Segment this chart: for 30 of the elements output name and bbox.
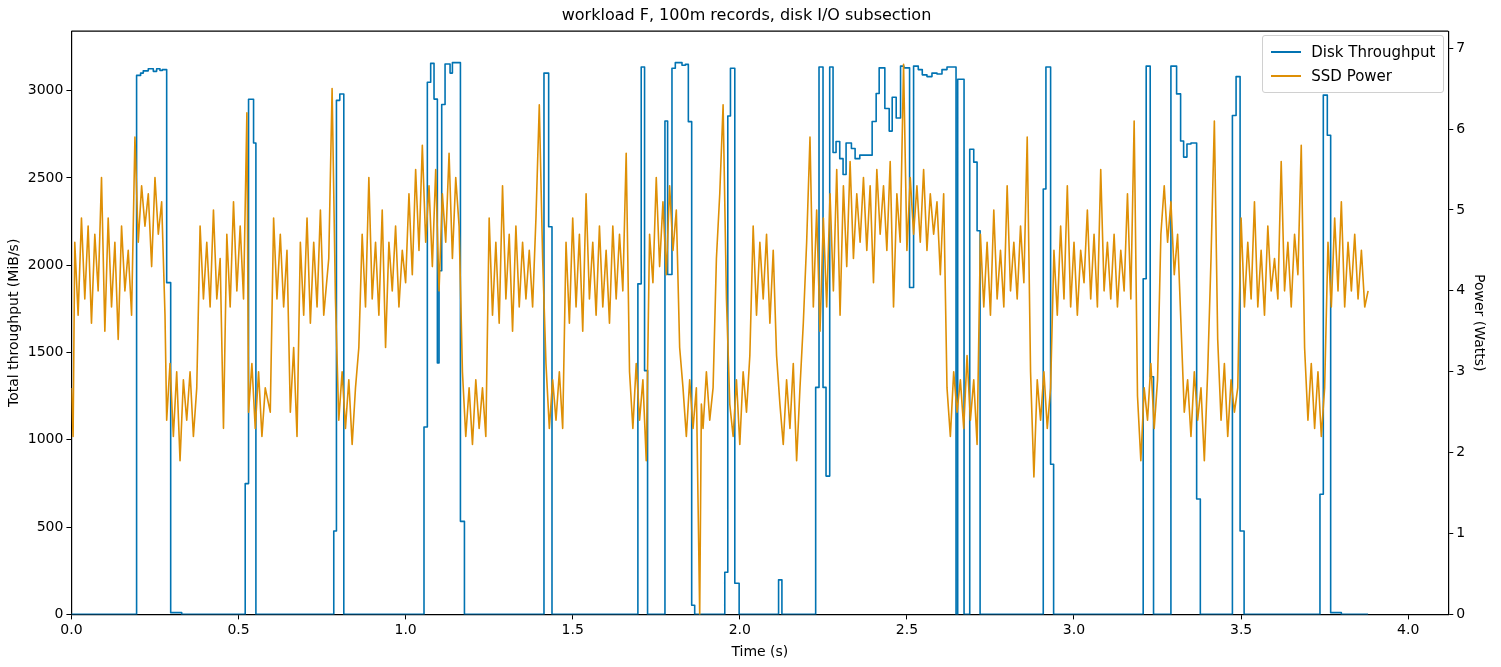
y2-axis-title: Power (Watts): [1471, 274, 1488, 372]
y-tick-label: 500: [36, 517, 64, 534]
x-axis-title: Time (s): [730, 643, 789, 660]
y-tick-label: 1000: [27, 430, 64, 447]
y-tick-label: 3000: [27, 81, 64, 98]
y2-tick-label: 7: [1456, 38, 1466, 55]
x-tick-label: 1.5: [561, 621, 584, 638]
y2-tick-label: 2: [1456, 443, 1466, 460]
y-tick-label: 2500: [27, 168, 64, 185]
legend-label: SSD Power: [1311, 67, 1392, 86]
x-tick-label: 3.5: [1229, 621, 1253, 638]
y2-tick-label: 4: [1456, 281, 1466, 298]
x-tick-label: 0.5: [227, 621, 250, 638]
legend-label: Disk Throughput: [1311, 43, 1436, 62]
y2-tick-label: 6: [1456, 119, 1466, 136]
x-tick-label: 4.0: [1397, 621, 1420, 638]
x-tick-label: 1.0: [394, 621, 417, 638]
x-tick-label: 0.0: [60, 621, 83, 638]
y2-tick-label: 3: [1456, 362, 1466, 379]
x-tick-label: 3.0: [1062, 621, 1086, 638]
x-tick-label: 2.5: [895, 621, 919, 638]
y2-tick-label: 0: [1456, 605, 1466, 622]
y-tick-label: 0: [54, 605, 64, 622]
y2-tick-label: 5: [1456, 200, 1466, 217]
y-tick-label: 2000: [27, 255, 64, 272]
chart-title: workload F, 100m records, disk I/O subsection: [561, 4, 932, 24]
x-tick-label: 2.0: [728, 621, 751, 638]
y-axis-title: Total throughput (MiB/s): [5, 238, 22, 408]
y2-tick-label: 1: [1456, 524, 1466, 541]
y-tick-label: 1500: [27, 343, 64, 360]
